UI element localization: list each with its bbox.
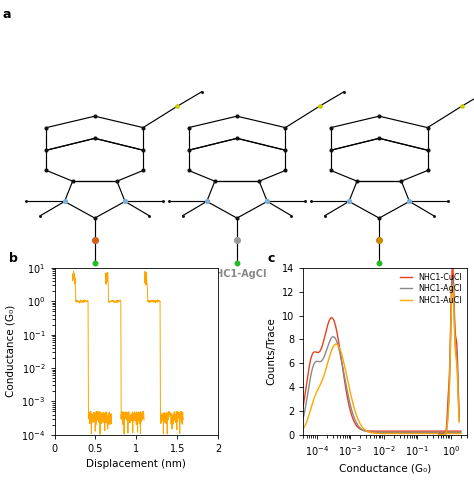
Text: b: b [9, 252, 18, 265]
Text: NHC1-AuCl: NHC1-AuCl [349, 269, 409, 279]
Text: NHC1-AgCl: NHC1-AgCl [207, 269, 267, 279]
X-axis label: Displacement (nm): Displacement (nm) [86, 459, 186, 469]
Legend: NHC1-CuCl, NHC1-AgCl, NHC1-AuCl: NHC1-CuCl, NHC1-AgCl, NHC1-AuCl [397, 270, 465, 308]
Y-axis label: Counts/Trace: Counts/Trace [266, 317, 276, 385]
X-axis label: Conductance (G₀): Conductance (G₀) [339, 463, 431, 473]
Y-axis label: Conductance (G₀): Conductance (G₀) [6, 305, 16, 398]
Text: a: a [2, 8, 11, 21]
Text: c: c [267, 252, 274, 265]
Text: NHC1-CuCl: NHC1-CuCl [65, 269, 124, 279]
